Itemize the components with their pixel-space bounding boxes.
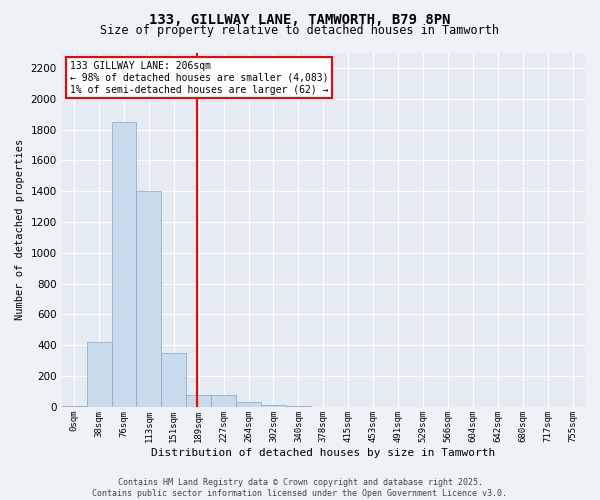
Bar bbox=[136, 191, 161, 407]
X-axis label: Distribution of detached houses by size in Tamworth: Distribution of detached houses by size … bbox=[151, 448, 496, 458]
Bar bbox=[112, 122, 136, 407]
Y-axis label: Number of detached properties: Number of detached properties bbox=[15, 139, 25, 320]
Bar bbox=[211, 396, 236, 407]
Bar bbox=[161, 353, 186, 407]
Bar bbox=[86, 342, 112, 407]
Bar bbox=[62, 406, 86, 407]
Text: Size of property relative to detached houses in Tamworth: Size of property relative to detached ho… bbox=[101, 24, 499, 37]
Text: 133, GILLWAY LANE, TAMWORTH, B79 8PN: 133, GILLWAY LANE, TAMWORTH, B79 8PN bbox=[149, 12, 451, 26]
Bar bbox=[236, 402, 261, 407]
Bar bbox=[261, 406, 286, 407]
Text: 133 GILLWAY LANE: 206sqm
← 98% of detached houses are smaller (4,083)
1% of semi: 133 GILLWAY LANE: 206sqm ← 98% of detach… bbox=[70, 62, 328, 94]
Bar bbox=[286, 406, 311, 407]
Bar bbox=[186, 396, 211, 407]
Text: Contains HM Land Registry data © Crown copyright and database right 2025.
Contai: Contains HM Land Registry data © Crown c… bbox=[92, 478, 508, 498]
